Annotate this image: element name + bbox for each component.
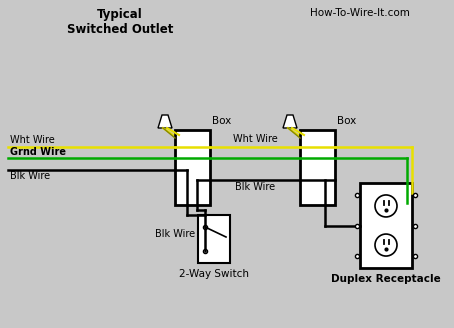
Circle shape — [375, 195, 397, 217]
Bar — [175, 130, 210, 205]
Text: Blk Wire: Blk Wire — [155, 229, 195, 239]
Text: Blk Wire: Blk Wire — [235, 182, 275, 192]
Text: How-To-Wire-It.com: How-To-Wire-It.com — [310, 8, 410, 18]
Text: Box: Box — [337, 116, 356, 126]
Text: Wht Wire: Wht Wire — [232, 134, 277, 144]
Bar — [360, 183, 412, 268]
Text: Grnd Wire: Grnd Wire — [10, 147, 66, 157]
Text: Blk Wire: Blk Wire — [10, 171, 50, 181]
Text: 2-Way Switch: 2-Way Switch — [179, 269, 249, 279]
Text: Duplex Receptacle: Duplex Receptacle — [331, 274, 441, 284]
Text: Box: Box — [212, 116, 231, 126]
Text: Typical
Switched Outlet: Typical Switched Outlet — [67, 8, 173, 36]
Text: Wht Wire: Wht Wire — [10, 135, 55, 145]
Bar — [300, 130, 335, 205]
Circle shape — [375, 234, 397, 256]
Polygon shape — [158, 115, 172, 128]
Polygon shape — [283, 115, 297, 128]
Bar — [198, 215, 230, 263]
